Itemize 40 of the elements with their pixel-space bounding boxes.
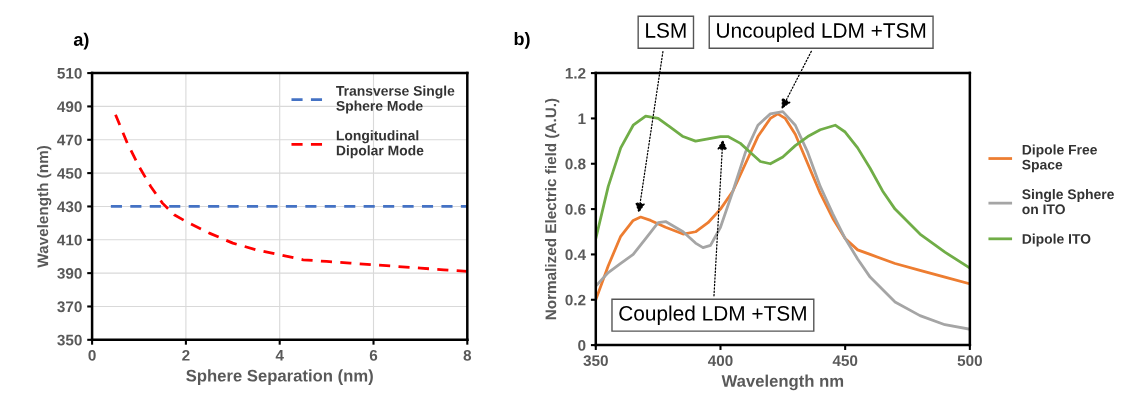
y-tick-label: 470 bbox=[57, 134, 82, 146]
y-tick-label: 0.8 bbox=[565, 158, 586, 170]
line-series bbox=[595, 114, 970, 270]
y-tick-label: 350 bbox=[57, 334, 82, 346]
annotation: Coupled LDM +TSM bbox=[619, 305, 806, 325]
x-tick-label: 4 bbox=[275, 350, 284, 361]
y-tick-label: 450 bbox=[57, 167, 82, 179]
x-tick-label: 500 bbox=[957, 355, 982, 367]
y-tick-label: 1 bbox=[578, 113, 586, 124]
legend-label: Dipole Free Space bbox=[1022, 144, 1097, 173]
y-tick-label: 490 bbox=[57, 101, 82, 113]
y-tick-label: 410 bbox=[57, 234, 82, 246]
y-tick-label: 1.2 bbox=[565, 67, 586, 79]
y-axis-title: Wavelength (nm) bbox=[37, 145, 52, 268]
x-tick-label: 400 bbox=[707, 355, 733, 367]
text: b) bbox=[514, 32, 530, 49]
x-tick-label: 0 bbox=[88, 349, 96, 361]
y-axis-title: Normalized Electric field (A.U.) bbox=[545, 98, 560, 320]
text: a) bbox=[73, 32, 89, 50]
legend-label: Transverse Single Sphere Mode bbox=[336, 85, 455, 114]
y-tick-label: 430 bbox=[57, 201, 82, 213]
annotation: Uncoupled LDM +TSM bbox=[717, 22, 926, 42]
x-tick-label: 450 bbox=[832, 355, 858, 367]
y-tick-label: 510 bbox=[57, 67, 82, 79]
x-tick-label: 8 bbox=[463, 349, 472, 361]
x-tick-label: 2 bbox=[182, 349, 190, 361]
legend-label: Single Sphere on ITO bbox=[1022, 188, 1114, 215]
line-series bbox=[114, 113, 468, 273]
y-tick-label: 0.4 bbox=[565, 249, 586, 261]
annotation: LSM bbox=[646, 23, 686, 38]
legend-label: Longitudinal Dipolar Mode bbox=[336, 130, 424, 159]
x-tick-label: 6 bbox=[369, 349, 378, 361]
x-axis-title: Wavelength nm bbox=[721, 374, 844, 391]
y-tick-label: 390 bbox=[57, 268, 82, 279]
y-tick-label: 0.2 bbox=[565, 294, 586, 306]
y-tick-label: 0.6 bbox=[565, 203, 586, 215]
y-tick-label: 0 bbox=[578, 339, 586, 351]
x-axis-title: Sphere Separation (nm) bbox=[186, 369, 373, 385]
y-tick-label: 370 bbox=[57, 301, 82, 313]
legend-label: Dipole ITO bbox=[1022, 233, 1091, 247]
